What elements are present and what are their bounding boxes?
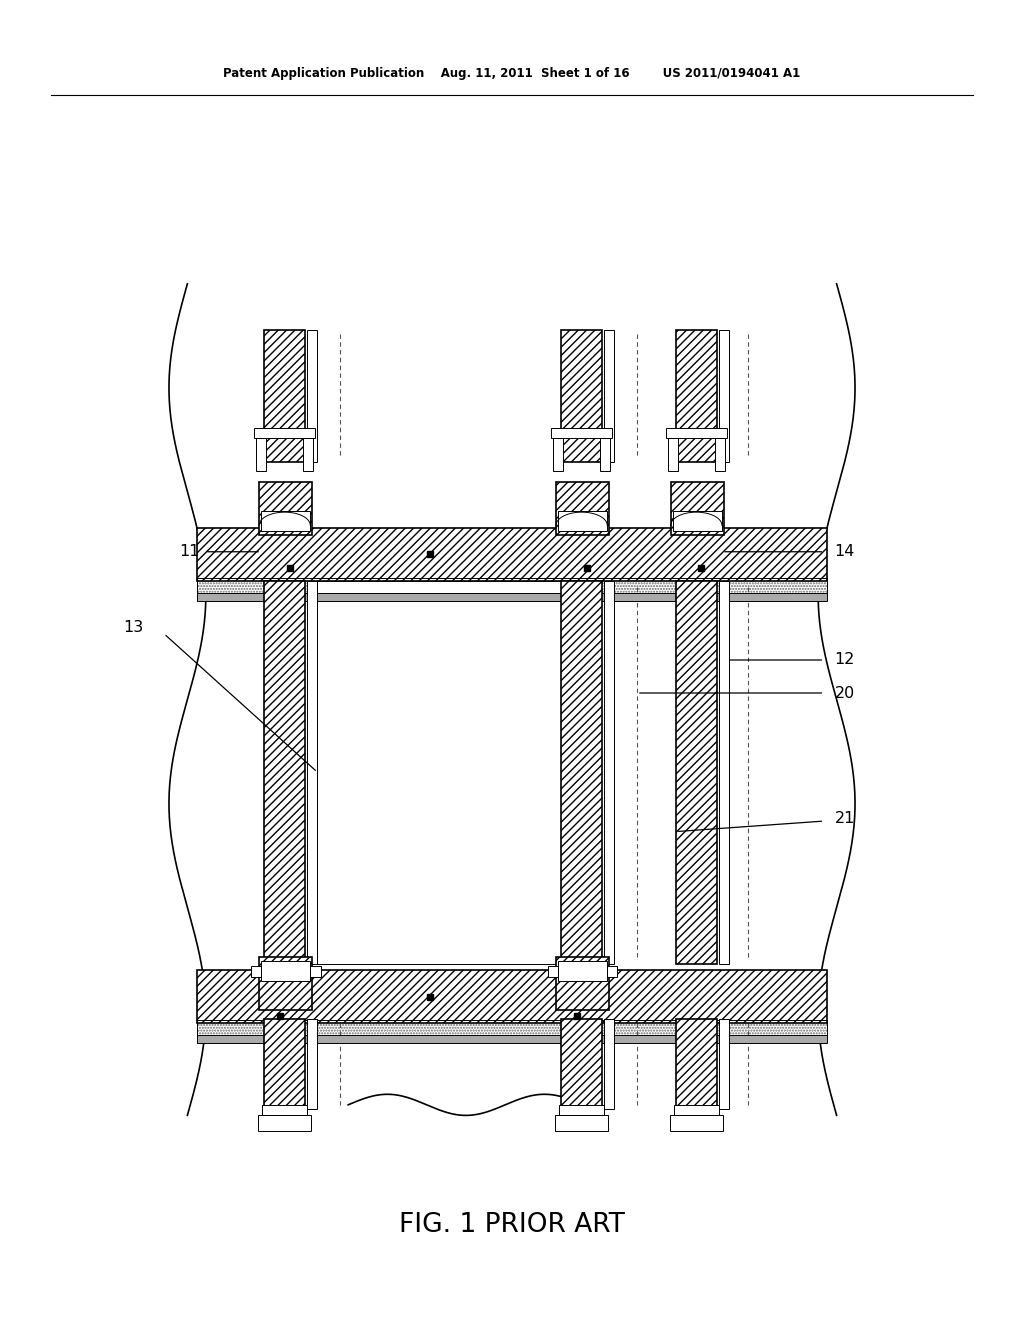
Bar [555, 1115, 608, 1131]
Bar [558, 511, 607, 531]
Text: 12: 12 [835, 652, 855, 668]
Bar [307, 1019, 317, 1109]
Bar [251, 966, 321, 977]
Bar [197, 528, 827, 581]
Bar [676, 581, 717, 964]
Bar [719, 1019, 729, 1109]
Bar [561, 1019, 602, 1109]
Bar [197, 1035, 827, 1043]
Bar [551, 428, 612, 438]
Bar [676, 1019, 717, 1109]
Bar [556, 482, 609, 535]
Bar [197, 593, 827, 601]
Bar [261, 961, 310, 981]
Text: 14: 14 [835, 544, 855, 560]
Bar [670, 1115, 723, 1131]
Bar [668, 438, 678, 471]
Bar [264, 330, 305, 462]
Bar [674, 1105, 719, 1115]
Bar [604, 330, 614, 462]
Bar [604, 1019, 614, 1109]
Bar [259, 482, 312, 535]
Bar [604, 581, 614, 964]
Text: 13: 13 [123, 619, 143, 635]
Text: Patent Application Publication    Aug. 11, 2011  Sheet 1 of 16        US 2011/01: Patent Application Publication Aug. 11, … [223, 67, 801, 81]
Bar [259, 957, 312, 1010]
Bar [262, 1105, 307, 1115]
Bar [719, 581, 729, 964]
Bar [673, 511, 722, 531]
Bar [254, 428, 315, 438]
Bar [558, 961, 607, 981]
Bar [666, 428, 727, 438]
Bar [600, 438, 610, 471]
Text: FIG. 1 PRIOR ART: FIG. 1 PRIOR ART [399, 1212, 625, 1238]
Bar [676, 330, 717, 462]
Bar [719, 330, 729, 462]
Bar [671, 482, 724, 535]
Bar [258, 1115, 311, 1131]
Text: 20: 20 [835, 685, 855, 701]
Bar [197, 578, 827, 594]
Bar [561, 330, 602, 462]
Bar [303, 438, 313, 471]
Bar [559, 1105, 604, 1115]
Bar [264, 1019, 305, 1109]
Bar [548, 966, 617, 977]
Bar [307, 330, 317, 462]
Bar [317, 581, 561, 964]
Bar [197, 578, 827, 594]
Bar [553, 438, 563, 471]
Bar [197, 970, 827, 1023]
Bar [197, 1020, 827, 1036]
Bar [256, 438, 266, 471]
Bar [307, 581, 317, 964]
Bar [197, 1020, 827, 1036]
Bar [715, 438, 725, 471]
Text: 11: 11 [179, 544, 200, 560]
Text: 21: 21 [835, 810, 855, 826]
Bar [556, 957, 609, 1010]
Bar [264, 581, 305, 964]
Bar [561, 581, 602, 964]
Bar [261, 511, 310, 531]
